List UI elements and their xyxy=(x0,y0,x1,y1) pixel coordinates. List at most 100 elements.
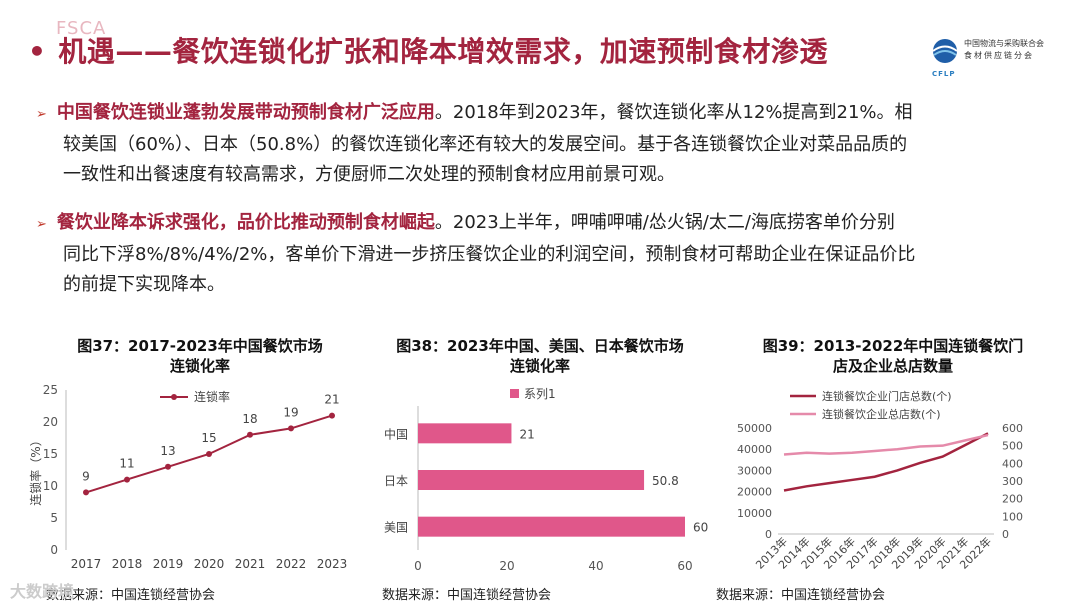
chart3-right-tick-label: 300 xyxy=(1002,475,1023,488)
logo-line2: 食材供应链分会 xyxy=(964,51,1034,60)
chart1-data-label: 15 xyxy=(201,431,216,445)
chart2-x-tick-label: 0 xyxy=(414,559,422,573)
paragraph-1-line1: ➢ 中国餐饮连锁业蓬勃发展带动预制食材广泛应用。2018年到2023年，餐饮连锁化… xyxy=(36,98,1036,130)
chart3-right-tick-label: 400 xyxy=(1002,457,1023,470)
chart3-title-line1: 图39：2013-2022年中国连锁餐饮门 xyxy=(762,337,1024,355)
chart1-x-tick-label: 2020 xyxy=(194,557,225,571)
logo-en: CFLP xyxy=(932,70,956,78)
chart2-data-label: 50.8 xyxy=(652,474,679,488)
chart3-left-tick-label: 40000 xyxy=(737,443,772,456)
footer-brand: 大数跨境 xyxy=(10,582,75,601)
chart3-left-tick-label: 30000 xyxy=(737,464,772,477)
chart1-x-tick-label: 2021 xyxy=(235,557,266,571)
chart3-title-line2: 店及企业总店数量 xyxy=(832,357,953,375)
chart3-legend-label: 连锁餐饮企业总店数(个) xyxy=(822,407,941,421)
chart1-title: 图37：2017-2023年中国餐饮市场 连锁化率 xyxy=(40,336,360,376)
chart1-y-tick-label: 5 xyxy=(50,511,58,525)
chart3-left-tick-label: 20000 xyxy=(737,486,772,499)
chart2-data-label: 21 xyxy=(519,427,534,441)
chart2-title: 图38：2023年中国、美国、日本餐饮市场 连锁化率 xyxy=(370,336,710,376)
title-text: 机遇——餐饮连锁化扩张和降本增效需求，加速预制食材渗透 xyxy=(58,35,828,68)
chart2-category-label: 中国 xyxy=(384,426,408,441)
chart1-point xyxy=(124,476,130,483)
chart3-title: 图39：2013-2022年中国连锁餐饮门 店及企业总店数量 xyxy=(728,336,1058,376)
chart3-dual-line-chart: 0 10000 20000 30000 40000 50000 0 100 200 300 400 5… xyxy=(737,389,1023,572)
chart3-right-tick-label: 100 xyxy=(1002,510,1023,523)
watermark: FSCA xyxy=(56,18,107,39)
chart2-title-line1: 图38：2023年中国、美国、日本餐饮市场 xyxy=(396,337,684,355)
chart1-legend-label: 连锁率 xyxy=(194,389,230,404)
chart2-x-tick-label: 20 xyxy=(499,559,514,573)
chart2-data-label: 60 xyxy=(693,521,708,535)
paragraph-1: ➢ 中国餐饮连锁业蓬勃发展带动预制食材广泛应用。2018年到2023年，餐饮连锁化… xyxy=(36,98,1036,190)
chart1-source: 数据来源：中国连锁经营协会 xyxy=(46,588,216,603)
paragraph-2-line1: ➢ 餐饮业降本诉求强化，品价比推动预制食材崛起。2023上半年，呷哺呷哺/怂火锅/… xyxy=(36,208,1036,240)
chart3-right-tick-label: 200 xyxy=(1002,493,1023,506)
paragraph-1-line2: 较美国（60%）、日本（50.8%）的餐饮连锁化率还有较大的发展空间。基于各连锁… xyxy=(63,134,908,155)
chart3-legend-label: 连锁餐饮企业门店总数(个) xyxy=(822,389,952,403)
chart1-y-tick-label: 20 xyxy=(43,415,58,429)
chart1-y-axis-label: 连锁率（%） xyxy=(28,434,43,505)
chart1-title-line2: 连锁化率 xyxy=(169,357,230,375)
chart1-y-tick-label: 25 xyxy=(43,383,58,397)
chart2-bar xyxy=(418,470,645,490)
chart3-source: 数据来源：中国连锁经营协会 xyxy=(716,588,886,603)
chart1-point xyxy=(83,489,89,496)
paragraph-2-text1: 。2023上半年，呷哺呷哺/怂火锅/太二/海底捞客单价分别 xyxy=(434,212,895,233)
chart1-legend-marker xyxy=(171,394,177,400)
chart3-left-tick-label: 50000 xyxy=(737,422,772,435)
chart3-right-tick-label: 0 xyxy=(1002,528,1009,541)
chart3-left-tick-label: 0 xyxy=(765,528,772,541)
chart2-x-tick-label: 40 xyxy=(588,559,603,573)
chart1-x-tick-label: 2022 xyxy=(276,557,307,571)
chart3-series-line xyxy=(783,433,989,456)
chart1-data-label: 18 xyxy=(242,412,257,426)
chart2-legend-label: 系列1 xyxy=(524,387,556,401)
chart1-point xyxy=(165,463,171,470)
chart1-point xyxy=(329,412,335,419)
arrow-icon: ➢ xyxy=(36,217,47,232)
paragraph-1-line3: 一致性和出餐速度有较高需求，方便厨师二次处理的预制食材应用前景可观。 xyxy=(63,164,675,185)
chart2-bar-chart: 中国 21 日本 50.8 美国 60 0 20 40 60 系列1 xyxy=(384,387,708,573)
paragraph-2-highlight: 餐饮业降本诉求强化，品价比推动预制食材崛起 xyxy=(56,212,435,233)
chart1-y-tick-label: 10 xyxy=(43,479,58,493)
chart3-right-tick-label: 600 xyxy=(1002,422,1023,435)
paragraph-1-highlight: 中国餐饮连锁业蓬勃发展带动预制食材广泛应用 xyxy=(56,102,435,123)
chart2-bar xyxy=(418,423,512,444)
chart2-bar xyxy=(418,516,685,537)
paragraph-2-line2: 同比下浮8%/8%/4%/2%，客单价下滑进一步挤压餐饮企业的利润空间，预制食材… xyxy=(63,244,916,265)
chart1-y-tick-label: 0 xyxy=(50,543,58,557)
chart1-data-label: 11 xyxy=(119,457,134,471)
chart1-line-chart: 0 5 10 15 20 25 连锁率（%） 2017 2018 2019 2020 2021 2022… xyxy=(28,383,348,571)
page-title: • 机遇——餐饮连锁化扩张和降本增效需求，加速预制食材渗透 xyxy=(28,30,828,70)
chart1-point xyxy=(247,431,253,438)
arrow-icon: ➢ xyxy=(36,107,47,122)
chart2-category-label: 日本 xyxy=(384,474,408,488)
chart2-source: 数据来源：中国连锁经营协会 xyxy=(382,588,552,603)
chart1-x-tick-label: 2023 xyxy=(317,557,348,571)
chart2-x-tick-label: 60 xyxy=(677,559,692,573)
chart1-x-tick-label: 2018 xyxy=(112,557,143,571)
chart1-point xyxy=(288,425,294,432)
chart3-left-tick-label: 10000 xyxy=(737,507,772,520)
globe-logo-icon xyxy=(932,39,958,63)
chart2-title-line2: 连锁化率 xyxy=(509,357,570,375)
chart1-data-label: 19 xyxy=(283,405,298,419)
chart1-x-tick-label: 2017 xyxy=(71,557,102,571)
title-bullet: • xyxy=(28,35,47,68)
chart1-title-line1: 图37：2017-2023年中国餐饮市场 xyxy=(77,337,323,355)
logo-line1: 中国物流与采购联合会 xyxy=(964,39,1044,48)
chart1-point xyxy=(206,451,212,457)
chart1-y-tick-label: 15 xyxy=(43,447,58,461)
chart3-series-line xyxy=(783,432,989,492)
chart1-data-label: 9 xyxy=(82,469,90,483)
paragraph-2-line3: 的前提下实现降本。 xyxy=(63,274,225,295)
paragraph-1-text1: 。2018年到2023年，餐饮连锁化率从12%提高到21%。相 xyxy=(434,102,913,123)
chart2-category-label: 美国 xyxy=(384,521,408,535)
chart1-data-label: 13 xyxy=(160,444,175,458)
chart3-right-tick-label: 500 xyxy=(1002,440,1023,453)
chart1-data-label: 21 xyxy=(324,393,339,407)
chart2-legend-swatch xyxy=(510,389,519,398)
paragraph-2: ➢ 餐饮业降本诉求强化，品价比推动预制食材崛起。2023上半年，呷哺呷哺/怂火锅/… xyxy=(36,208,1036,300)
cflp-logo: 中国物流与采购联合会 食材供应链分会 CFLP xyxy=(928,36,1068,78)
